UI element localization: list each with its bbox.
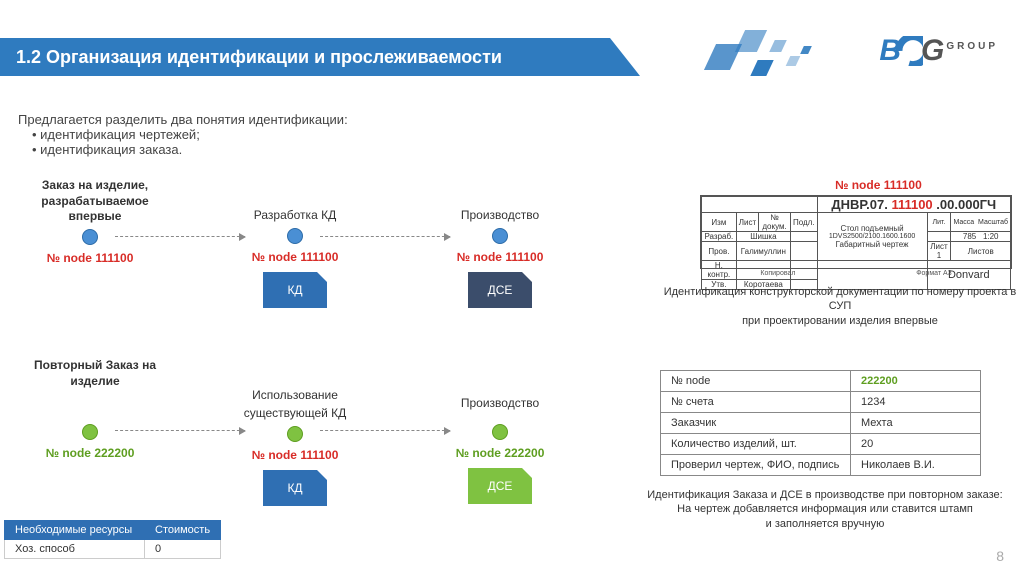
dse-box: ДСЕ [468,468,532,504]
header-bar: 1.2 Организация идентификации и прослежи… [0,38,610,76]
dse-box: ДСЕ [468,272,532,308]
arrow-icon [320,430,450,431]
flow-dot-icon [287,228,303,244]
info-key: Проверил чертеж, ФИО, подпись [661,455,851,476]
flow-dot-icon [492,424,508,440]
res-header: Стоимость [145,521,221,540]
info-key: № node [661,371,851,392]
res-cell: Хоз. способ [5,540,145,559]
stage-label [25,208,155,223]
node-id: № node 111100 [25,251,155,265]
logo-group-text: GROUP [946,41,998,52]
kd-box: КД [263,470,327,506]
info-key: Заказчик [661,413,851,434]
stage-label: существующей КД [230,406,360,420]
info-table-caption: Идентификация Заказа и ДСЕ в производств… [640,488,1010,531]
info-key: № счета [661,392,851,413]
intro-item: идентификация чертежей; [32,127,348,142]
info-key: Количество изделий, шт. [661,434,851,455]
stage-label [25,388,155,418]
flow1-title-l1: Заказ на изделие, [20,178,170,194]
info-val: 1234 [851,392,981,413]
flow-dot-icon [82,424,98,440]
drawing-code-red: 111100 [891,197,932,212]
intro-text: Предлагается разделить два понятия идент… [18,112,348,157]
flow-dot-icon [492,228,508,244]
flow-dot-icon [82,229,98,245]
intro-item: идентификация заказа. [32,142,348,157]
node-id: № node 111100 [230,250,360,264]
res-cell: 0 [145,540,221,559]
slide-title: 1.2 Организация идентификации и прослежи… [16,47,502,68]
page-number: 8 [996,548,1004,564]
node-id: № node 222200 [25,446,155,460]
drawing-code-suffix: .00.000ГЧ [936,197,996,212]
arrow-icon [115,430,245,431]
info-val: Николаев В.И. [851,455,981,476]
stage-label: Использование [230,388,360,402]
drawing-footer: КопировалФормат А3 [700,270,1012,277]
flow2-title-l2: изделие [20,374,170,390]
intro-lead: Предлагается разделить два понятия идент… [18,112,348,127]
order-info-table: № node222200 № счета1234 ЗаказчикМехта К… [660,370,981,476]
flow-dot-icon [287,426,303,442]
drawing-code-prefix: ДНВР.07. [831,197,887,212]
resources-table: Необходимые ресурсы Стоимость Хоз. спосо… [4,520,221,559]
kd-box: КД [263,272,327,308]
stage-label: Производство [435,208,565,222]
drawing-titleblock: ДНВР.07. 111100 .00.000ГЧ Изм Лист № док… [700,195,1012,269]
res-header: Необходимые ресурсы [5,521,145,540]
info-val: 222200 [851,371,981,392]
node-id: № node 111100 [230,448,360,462]
drawing-caption: Идентификация конструкторской документац… [660,285,1020,328]
node-id: № node 111100 [435,250,565,264]
info-val: 20 [851,434,981,455]
info-val: Мехта [851,413,981,434]
header-triangle [610,38,640,76]
flow2-title-l1: Повторный Заказ на [20,358,170,374]
arrow-icon [115,236,245,237]
arrow-icon [320,236,450,237]
logo-g: G [921,34,944,68]
drawing-node-label: № node 111100 [835,178,922,192]
node-id: № node 222200 [435,446,565,460]
logo: B G GROUP [879,34,998,68]
stage-label: Разработка КД [230,208,360,222]
stage-label: Производство [435,388,565,418]
